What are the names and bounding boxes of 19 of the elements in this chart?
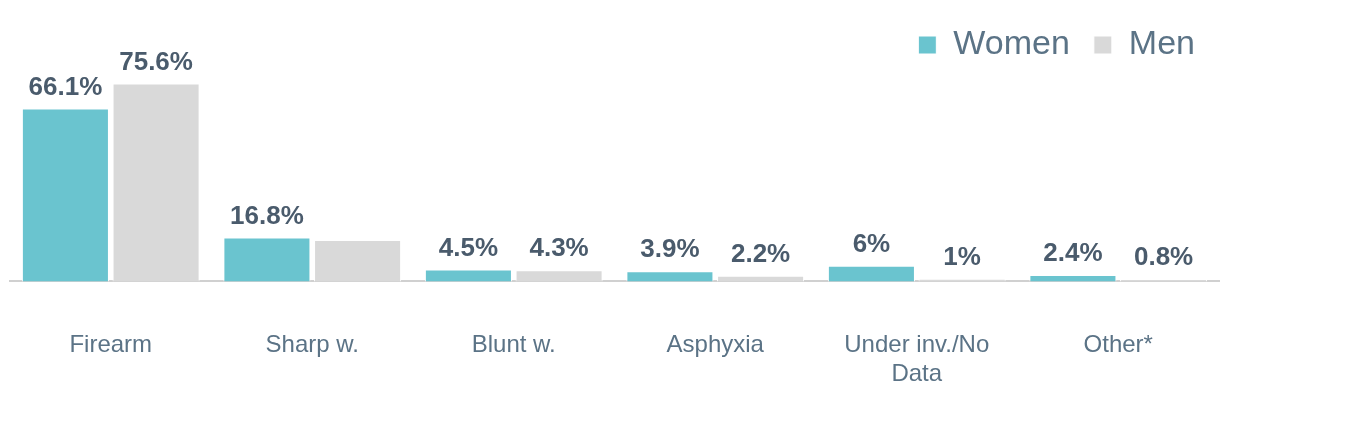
x-tick-label: Firearm	[69, 330, 153, 358]
x-tick-label: Sharp w.	[265, 330, 359, 358]
x-tick-label: Under inv./No Data	[844, 330, 990, 387]
data-label: 16.8%	[230, 199, 304, 230]
x-tick-label: Blunt w.	[471, 330, 556, 358]
data-label: 3.9%	[640, 233, 700, 264]
x-tick-label: Asphyxia	[666, 330, 765, 358]
data-label: 4.3%	[529, 232, 589, 263]
data-label: 66.1%	[28, 70, 103, 101]
data-label: 0.8%	[1133, 241, 1194, 272]
x-tick-label: Other*	[1083, 330, 1153, 358]
legend-label: Men	[1128, 23, 1195, 62]
data-label: 2.4%	[1043, 237, 1103, 268]
data-label: 75.6%	[119, 45, 193, 76]
data-label: 4.5%	[438, 231, 499, 262]
data-label: 1%	[943, 240, 981, 271]
data-label: 2.2%	[730, 237, 791, 268]
legend-label: Women	[953, 23, 1070, 62]
data-label: 6%	[852, 227, 891, 258]
